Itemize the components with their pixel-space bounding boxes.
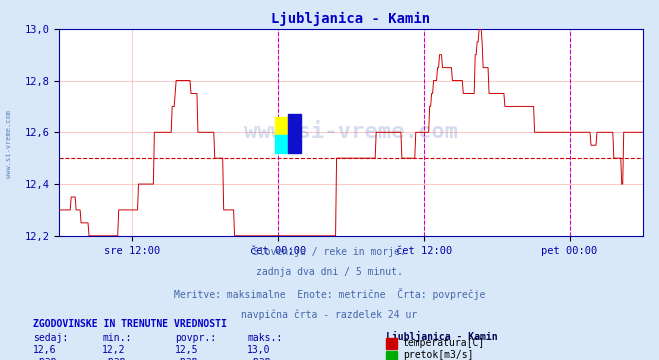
Text: 12,6: 12,6 [33,345,57,355]
Text: www.si-vreme.com: www.si-vreme.com [244,122,458,142]
Text: 13,0: 13,0 [247,345,271,355]
Text: -nan: -nan [175,356,198,360]
Text: www.si-vreme.com: www.si-vreme.com [5,110,12,178]
Text: Ljubljanica - Kamin: Ljubljanica - Kamin [386,331,497,342]
Text: -nan: -nan [33,356,57,360]
Text: pretok[m3/s]: pretok[m3/s] [403,350,473,360]
Text: 12,2: 12,2 [102,345,126,355]
Text: min.:: min.: [102,333,132,343]
Bar [288,114,301,153]
Text: ZGODOVINSKE IN TRENUTNE VREDNOSTI: ZGODOVINSKE IN TRENUTNE VREDNOSTI [33,319,227,329]
Text: Slovenija / reke in morje.: Slovenija / reke in morje. [253,247,406,257]
Text: zadnja dva dni / 5 minut.: zadnja dva dni / 5 minut. [256,267,403,278]
Bar [275,135,288,153]
Text: temperatura[C]: temperatura[C] [403,338,485,348]
Text: Meritve: maksimalne  Enote: metrične  Črta: povprečje: Meritve: maksimalne Enote: metrične Črta… [174,288,485,300]
Text: sedaj:: sedaj: [33,333,68,343]
Text: povpr.:: povpr.: [175,333,215,343]
Text: -nan: -nan [102,356,126,360]
Title: Ljubljanica - Kamin: Ljubljanica - Kamin [272,12,430,26]
Text: maks.:: maks.: [247,333,282,343]
Text: 12,5: 12,5 [175,345,198,355]
Bar [275,117,288,135]
Text: navpična črta - razdelek 24 ur: navpična črta - razdelek 24 ur [241,309,418,320]
Text: -nan: -nan [247,356,271,360]
